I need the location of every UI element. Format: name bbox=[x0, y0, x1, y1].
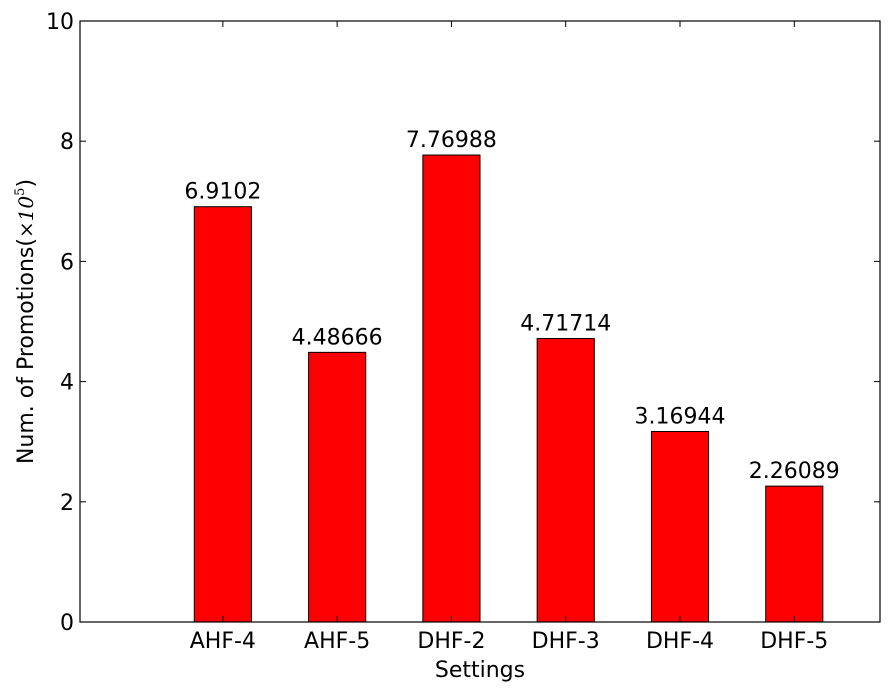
x-tick-label-dhf-2: DHF-2 bbox=[417, 629, 485, 654]
x-axis-title: Settings bbox=[435, 658, 525, 683]
y-tick-label-0: 0 bbox=[60, 611, 74, 636]
y-axis-title-close: ) bbox=[14, 179, 39, 188]
y-tick-label-8: 8 bbox=[60, 130, 74, 155]
x-ticks-layer: AHF-4 AHF-5 DHF-2 DHF-3 DHF-4 DHF-5 bbox=[190, 21, 828, 654]
data-label-ahf-4: 6.9102 bbox=[184, 180, 261, 205]
data-label-dhf-3: 4.71714 bbox=[520, 311, 611, 336]
data-labels-layer: 6.9102 4.48666 7.76988 4.71714 3.16944 2.2608… bbox=[184, 128, 839, 484]
bar-dhf-4 bbox=[650, 431, 710, 623]
y-tick-label-6: 6 bbox=[60, 250, 74, 275]
bar-dhf-2 bbox=[422, 154, 481, 623]
y-axis-title-main: Num. of Promotions( bbox=[14, 238, 39, 464]
x-tick-label-ahf-5: AHF-5 bbox=[304, 629, 370, 654]
bar-ahf-5 bbox=[308, 351, 367, 623]
y-axis-title: Num. of Promotions(×105) bbox=[13, 179, 39, 464]
data-label-dhf-5: 2.26089 bbox=[749, 459, 840, 484]
y-axis-title-factor: ×10 bbox=[14, 196, 38, 238]
x-tick-label-dhf-4: DHF-4 bbox=[646, 629, 714, 654]
x-tick-label-dhf-3: DHF-3 bbox=[532, 629, 600, 654]
plot-frame bbox=[79, 20, 881, 623]
data-label-ahf-5: 4.48666 bbox=[292, 325, 383, 350]
data-label-dhf-2: 7.76988 bbox=[406, 128, 497, 153]
x-tick-label-ahf-4: AHF-4 bbox=[190, 629, 256, 654]
y-axis-title-exponent: 5 bbox=[13, 188, 28, 196]
bar-ahf-4 bbox=[193, 206, 252, 623]
bar-dhf-3 bbox=[536, 337, 595, 623]
y-tick-label-2: 2 bbox=[60, 491, 74, 516]
y-tick-label-10: 10 bbox=[46, 10, 74, 35]
x-tick-label-dhf-5: DHF-5 bbox=[760, 629, 828, 654]
bar-dhf-5 bbox=[765, 485, 824, 623]
y-tick-label-4: 4 bbox=[60, 371, 74, 396]
y-ticks-layer: 0 2 4 6 8 10 bbox=[46, 10, 880, 636]
data-label-dhf-4: 3.16944 bbox=[635, 405, 726, 430]
bars-layer bbox=[193, 154, 824, 623]
